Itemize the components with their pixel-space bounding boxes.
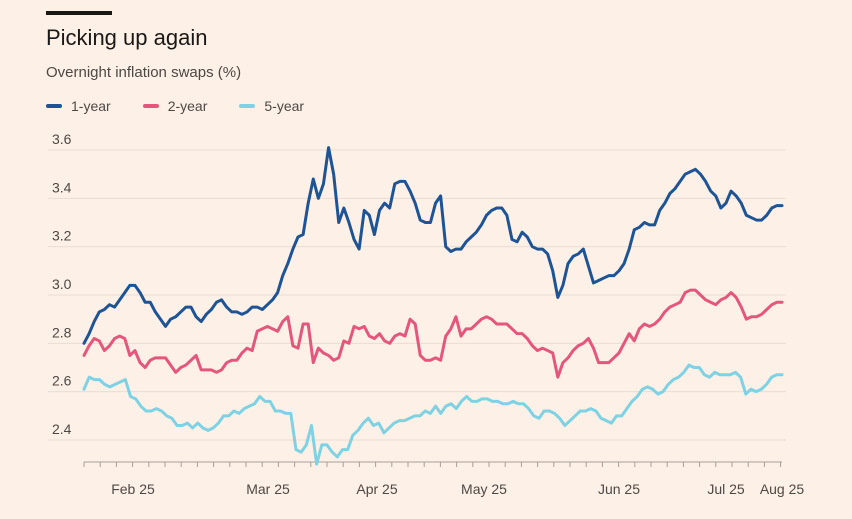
- legend-swatch-5-year: [239, 104, 256, 108]
- y-tick-label: 3.0: [52, 276, 72, 292]
- legend: 1-year 2-year 5-year: [46, 98, 336, 114]
- x-tick-label: Jun 25: [598, 481, 640, 497]
- legend-swatch-1-year: [46, 104, 62, 108]
- y-tick-label: 2.6: [52, 373, 72, 389]
- x-tick-label: Aug 25: [760, 481, 805, 497]
- legend-item-1-year: 1-year: [46, 98, 111, 114]
- x-tick-label: May 25: [461, 481, 507, 497]
- y-tick-label: 3.6: [52, 131, 72, 147]
- y-tick-label: 2.4: [52, 421, 72, 437]
- series-line-1-year: [82, 146, 784, 345]
- legend-swatch-2-year: [142, 104, 159, 108]
- series-line-5-year: [82, 363, 784, 466]
- y-tick-label: 3.4: [52, 179, 72, 195]
- x-tick-label: Jul 25: [707, 481, 745, 497]
- x-tick-label: Feb 25: [111, 481, 155, 497]
- chart-subtitle: Overnight inflation swaps (%): [46, 64, 242, 81]
- legend-item-5-year: 5-year: [239, 98, 304, 114]
- legend-label-1-year: 1-year: [71, 98, 111, 114]
- chart-title: Picking up again: [46, 25, 208, 50]
- x-tick-label: Mar 25: [246, 481, 290, 497]
- header-rule: [46, 11, 112, 15]
- series-line-2-year: [82, 288, 784, 379]
- y-tick-label: 2.8: [52, 324, 72, 340]
- legend-label-5-year: 5-year: [264, 98, 305, 114]
- y-tick-label: 3.2: [52, 228, 72, 244]
- legend-label-2-year: 2-year: [167, 98, 208, 114]
- x-tick-label: Apr 25: [356, 481, 397, 497]
- legend-item-2-year: 2-year: [142, 98, 208, 114]
